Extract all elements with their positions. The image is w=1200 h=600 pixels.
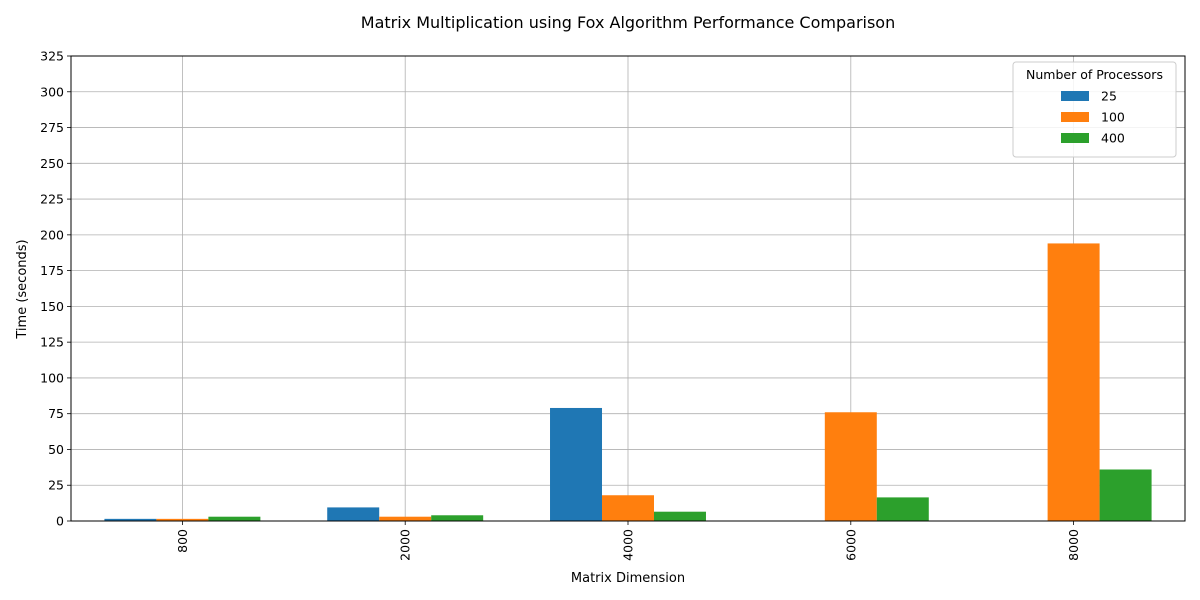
x-tick-label: 4000 <box>621 529 636 561</box>
y-tick-label: 100 <box>40 370 64 385</box>
y-tick-label: 250 <box>40 156 64 171</box>
y-axis-label: Time (seconds) <box>15 239 30 339</box>
bars <box>104 243 1152 521</box>
bar-25-800 <box>104 518 157 521</box>
y-tick-label: 150 <box>40 299 64 314</box>
bar-100-6000 <box>824 412 877 521</box>
legend-swatch-25 <box>1061 91 1089 101</box>
legend-label-400: 400 <box>1101 131 1125 146</box>
legend-box <box>1012 61 1177 158</box>
legend-title: Number of Processors <box>1026 67 1163 82</box>
bar-100-2000 <box>379 516 432 521</box>
y-tick-label: 200 <box>40 227 64 242</box>
y-tick-label: 275 <box>40 120 64 135</box>
bar-400-6000 <box>876 497 929 521</box>
legend-swatch-400 <box>1061 133 1089 143</box>
legend-swatch-100 <box>1061 112 1089 122</box>
y-tick-label: 225 <box>40 192 64 207</box>
y-tick-label: 175 <box>40 263 64 278</box>
legend-label-100: 100 <box>1101 110 1125 125</box>
y-tick-label: 325 <box>40 49 64 64</box>
y-tick-label: 25 <box>48 478 64 493</box>
x-tick-label: 6000 <box>843 529 858 561</box>
x-axis-label: Matrix Dimension <box>571 571 685 586</box>
y-tick-label: 125 <box>40 335 64 350</box>
bar-25-4000 <box>550 407 603 521</box>
bar-400-4000 <box>653 511 706 521</box>
bar-100-800 <box>156 518 209 521</box>
chart-title: Matrix Multiplication using Fox Algorith… <box>361 13 895 32</box>
y-tick-label: 75 <box>48 406 64 421</box>
y-tick-label: 0 <box>56 514 64 529</box>
bar-400-800 <box>208 516 261 521</box>
x-tick-label: 800 <box>175 529 190 553</box>
x-tick-label: 8000 <box>1066 529 1081 561</box>
bar-100-8000 <box>1047 243 1100 521</box>
ticks: 0 25 50 75 100 125 150 175 200 225 250 275 300 325 800… <box>40 49 1081 561</box>
y-tick-label: 50 <box>48 442 64 457</box>
y-tick-label: 300 <box>40 84 64 99</box>
bar-100-4000 <box>602 495 654 521</box>
legend-label-25: 25 <box>1101 89 1117 104</box>
bar-400-8000 <box>1099 469 1152 521</box>
legend: Number of Processors 25 100 400 <box>1012 61 1177 158</box>
bar-400-2000 <box>431 515 484 521</box>
x-tick-label: 2000 <box>398 529 413 561</box>
bar-25-2000 <box>327 507 380 521</box>
